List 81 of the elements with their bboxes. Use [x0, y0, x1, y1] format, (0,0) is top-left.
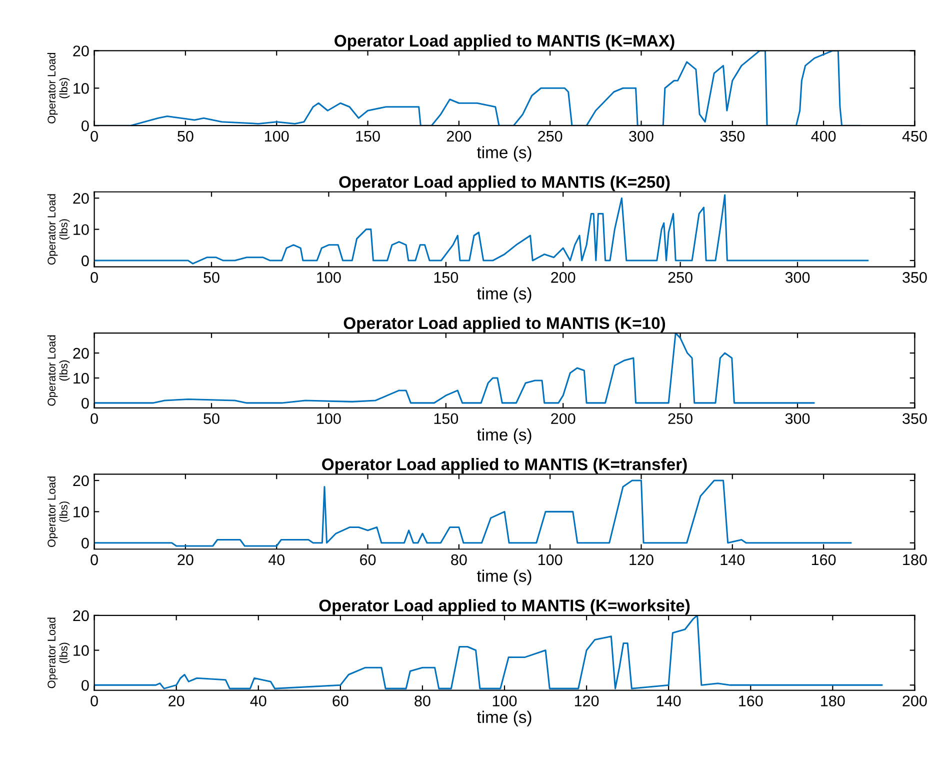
x-tick-label: 120	[630, 554, 654, 566]
x-tick-label: 200	[551, 413, 576, 424]
x-tick-label: 180	[821, 696, 845, 706]
x-tick-label: 400	[811, 130, 836, 142]
x-tick-label: 100	[317, 413, 341, 424]
line-series	[94, 194, 869, 264]
chart-title: Operator Load applied to MANTIS (K=MAX)	[334, 34, 674, 50]
y-tick-label: 0	[82, 398, 89, 409]
x-tick-label: 50	[178, 130, 194, 142]
chart-title: Operator Load applied to MANTIS (K=250)	[339, 176, 670, 192]
x-tick-label: 150	[356, 130, 380, 142]
x-tick-label: 200	[446, 130, 472, 142]
x-tick-label: 40	[250, 696, 266, 706]
chart-title: Operator Load applied to MANTIS (K=10)	[344, 316, 666, 332]
x-tick-label: 160	[739, 696, 763, 706]
y-tick-label: 0	[82, 538, 89, 549]
y-tick-label: 20	[73, 610, 89, 622]
x-tick-label: 250	[668, 413, 692, 424]
y-tick-label: 10	[74, 224, 89, 236]
x-axis-title: time (s)	[476, 146, 532, 162]
x-tick-label: 350	[902, 272, 927, 283]
x-tick-label: 0	[90, 554, 98, 566]
x-tick-label: 150	[434, 413, 458, 424]
line-series	[94, 615, 883, 690]
y-tick-label: 20	[73, 348, 89, 359]
x-axis-title: time (s)	[476, 428, 532, 444]
x-tick-label: 200	[902, 696, 927, 706]
y-tick-label: 20	[73, 192, 89, 204]
x-tick-label: 0	[90, 272, 98, 283]
x-tick-label: 60	[332, 696, 348, 706]
x-tick-label: 80	[414, 696, 430, 706]
x-tick-label: 140	[720, 554, 745, 566]
x-tick-label: 60	[360, 554, 376, 566]
x-tick-label: 300	[785, 272, 810, 283]
x-axis-title: time (s)	[476, 287, 532, 303]
x-tick-label: 450	[902, 130, 927, 142]
x-tick-label: 20	[168, 696, 184, 706]
y-tick-label: 10	[74, 83, 89, 94]
y-tick-label: 10	[74, 645, 89, 656]
line-series	[94, 333, 815, 404]
chart-title: Operator Load applied to MANTIS (K=worksite)	[319, 599, 690, 615]
y-axis-title: Operator Load (lbs)	[47, 335, 70, 406]
x-tick-label: 180	[903, 554, 927, 566]
x-tick-label: 250	[668, 272, 692, 283]
y-axis-title: Operator Load (lbs)	[47, 476, 70, 547]
x-tick-label: 120	[574, 696, 599, 706]
x-tick-label: 50	[204, 272, 220, 283]
y-tick-label: 20	[73, 475, 89, 486]
x-tick-label: 40	[268, 554, 285, 566]
y-tick-label: 10	[74, 372, 89, 384]
y-tick-label: 0	[82, 255, 89, 266]
x-tick-label: 140	[657, 696, 681, 706]
y-axis-title: Operator Load (lbs)	[47, 53, 70, 124]
x-tick-label: 160	[812, 554, 836, 566]
x-tick-label: 350	[902, 413, 927, 424]
x-axis-title: time (s)	[476, 570, 532, 586]
y-tick-label: 0	[82, 120, 89, 132]
x-tick-label: 300	[629, 130, 654, 142]
x-tick-label: 350	[720, 130, 745, 142]
x-tick-label: 100	[317, 272, 341, 283]
chart-title: Operator Load applied to MANTIS (K=transfer)	[322, 458, 687, 474]
y-tick-label: 0	[82, 680, 89, 691]
x-tick-label: 20	[178, 554, 194, 566]
y-tick-label: 20	[73, 46, 89, 56]
y-tick-label: 10	[74, 506, 89, 518]
x-tick-label: 50	[204, 413, 220, 424]
x-tick-label: 80	[451, 554, 467, 566]
x-tick-label: 200	[551, 272, 576, 283]
y-axis-title: Operator Load (lbs)	[47, 194, 70, 265]
x-tick-label: 0	[90, 696, 98, 706]
y-axis-title: Operator Load (lbs)	[47, 618, 70, 688]
x-tick-label: 150	[434, 272, 458, 283]
x-tick-label: 0	[90, 413, 98, 424]
x-tick-label: 250	[538, 130, 562, 142]
x-tick-label: 0	[90, 130, 98, 142]
line-series	[94, 480, 852, 547]
x-axis-title: time (s)	[476, 710, 532, 726]
x-tick-label: 100	[538, 554, 562, 566]
x-tick-label: 300	[785, 413, 810, 424]
x-tick-label: 100	[265, 130, 289, 142]
x-tick-label: 100	[492, 696, 517, 706]
